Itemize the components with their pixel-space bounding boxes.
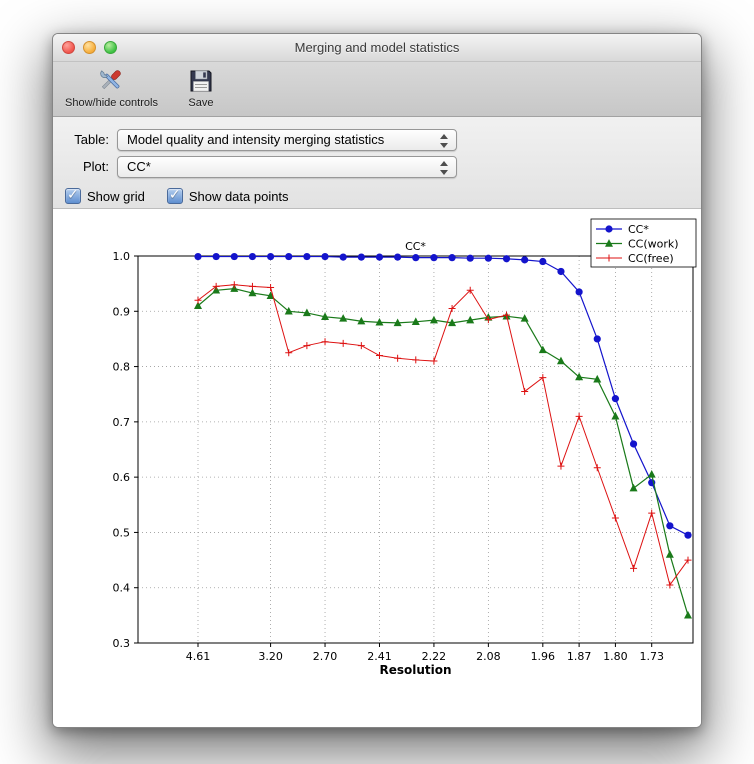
popup-arrows-icon	[440, 160, 449, 175]
svg-text:Resolution: Resolution	[379, 663, 451, 677]
show-grid-label: Show grid	[87, 188, 145, 204]
svg-text:2.70: 2.70	[313, 650, 338, 663]
svg-text:1.87: 1.87	[567, 650, 592, 663]
save-icon	[188, 66, 214, 96]
svg-text:0.3: 0.3	[113, 637, 131, 650]
svg-text:0.5: 0.5	[113, 526, 131, 539]
show-grid-group: Show grid	[65, 186, 145, 204]
minimize-button[interactable]	[83, 41, 96, 54]
svg-text:0.4: 0.4	[113, 582, 131, 595]
popup-arrows-icon	[440, 133, 449, 148]
svg-text:0.7: 0.7	[113, 416, 131, 429]
save-label: Save	[188, 97, 214, 109]
toolbar: Show/hide controls Save	[53, 62, 701, 117]
traffic-lights	[62, 41, 117, 54]
svg-text:CC*: CC*	[628, 223, 649, 236]
plot-select-value: CC*	[127, 159, 151, 174]
statistics-chart: 4.61 3.20 2.70 2.41 2.22 2.08 1.96 1.87 1.80 1.73…	[113, 218, 697, 677]
svg-text:2.22: 2.22	[422, 650, 447, 663]
plot-panel: 4.61 3.20 2.70 2.41 2.22 2.08 1.96 1.87 1.80 1.73…	[53, 209, 701, 727]
svg-text:3.20: 3.20	[258, 650, 283, 663]
svg-text:CC*: CC*	[405, 240, 426, 253]
svg-text:2.08: 2.08	[476, 650, 501, 663]
show-data-points-checkbox[interactable]	[166, 186, 183, 204]
table-select[interactable]: Model quality and intensity merging stat…	[117, 128, 457, 151]
close-button[interactable]	[62, 41, 75, 54]
controls-panel: Table: Model quality and intensity mergi…	[53, 117, 701, 209]
svg-text:2.41: 2.41	[367, 650, 392, 663]
svg-text:CC(work): CC(work)	[628, 238, 679, 251]
svg-text:1.0: 1.0	[113, 250, 131, 263]
show-hide-controls-button[interactable]: Show/hide controls	[65, 66, 158, 109]
svg-text:1.73: 1.73	[639, 650, 664, 663]
titlebar: Merging and model statistics	[53, 34, 701, 62]
svg-text:0.9: 0.9	[113, 305, 131, 318]
zoom-button[interactable]	[104, 41, 117, 54]
plot-label: Plot:	[82, 159, 109, 174]
show-data-points-group: Show data points	[166, 186, 289, 204]
svg-text:0.6: 0.6	[113, 471, 131, 484]
table-row: Table: Model quality and intensity mergi…	[65, 126, 701, 153]
table-select-value: Model quality and intensity merging stat…	[127, 132, 385, 147]
plot-select[interactable]: CC*	[117, 155, 457, 178]
tools-icon	[96, 66, 126, 96]
window-title: Merging and model statistics	[294, 40, 460, 55]
svg-text:0.8: 0.8	[113, 361, 131, 374]
show-hide-controls-label: Show/hide controls	[65, 97, 158, 109]
svg-text:CC(free): CC(free)	[628, 252, 674, 265]
save-button[interactable]: Save	[188, 66, 214, 109]
table-label: Table:	[74, 132, 109, 147]
show-data-points-label: Show data points	[188, 188, 289, 204]
show-grid-checkbox[interactable]	[65, 186, 81, 204]
checkbox-row: Show grid Show data points	[65, 184, 701, 208]
svg-text:1.80: 1.80	[603, 650, 628, 663]
chart-legend: CC* CC(work)CC(free)	[590, 218, 697, 268]
plot-row: Plot: CC*	[65, 153, 701, 180]
app-window: Merging and model statistics Show/hide c…	[52, 33, 702, 728]
svg-text:1.96: 1.96	[531, 650, 556, 663]
svg-text:4.61: 4.61	[186, 650, 211, 663]
